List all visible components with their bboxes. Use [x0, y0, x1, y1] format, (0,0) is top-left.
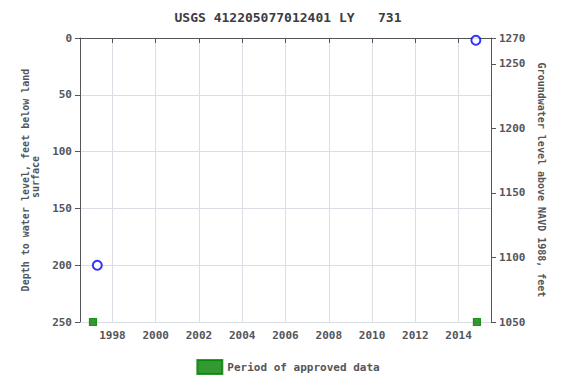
svg-text:2006: 2006	[272, 329, 299, 342]
svg-text:50: 50	[59, 88, 72, 101]
svg-text:250: 250	[52, 316, 72, 329]
svg-text:Depth to water level, feet bel: Depth to water level, feet below land	[19, 68, 31, 292]
svg-text:200: 200	[52, 259, 72, 272]
svg-text:100: 100	[52, 145, 72, 158]
svg-text:USGS 412205077012401 LY 731: USGS 412205077012401 LY 731	[175, 10, 402, 25]
svg-text:2014: 2014	[445, 329, 472, 342]
svg-text:2002: 2002	[186, 329, 213, 342]
svg-text:2008: 2008	[316, 329, 343, 342]
svg-text:150: 150	[52, 202, 72, 215]
svg-text:2010: 2010	[359, 329, 386, 342]
svg-text:1250: 1250	[499, 57, 526, 70]
svg-text:2004: 2004	[229, 329, 256, 342]
svg-text:1050: 1050	[499, 316, 526, 329]
svg-text:Groundwater level above NAVD 1: Groundwater level above NAVD 1988, feet	[536, 63, 547, 298]
svg-text:surface: surface	[30, 156, 41, 204]
svg-text:1150: 1150	[499, 186, 526, 199]
svg-text:1998: 1998	[99, 329, 126, 342]
svg-text:0: 0	[65, 32, 72, 45]
svg-text:2000: 2000	[142, 329, 169, 342]
svg-text:1270: 1270	[499, 32, 526, 45]
svg-text:Period of approved data: Period of approved data	[227, 361, 379, 374]
svg-text:1100: 1100	[499, 251, 526, 264]
svg-text:2012: 2012	[402, 329, 429, 342]
svg-text:1200: 1200	[499, 122, 526, 135]
